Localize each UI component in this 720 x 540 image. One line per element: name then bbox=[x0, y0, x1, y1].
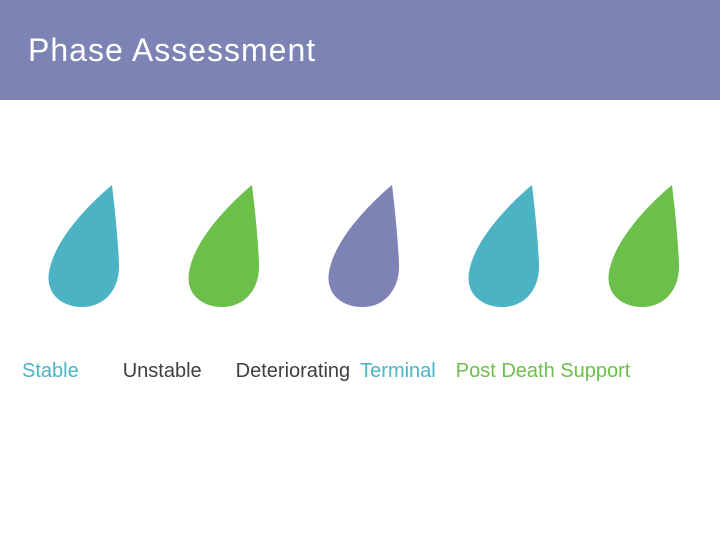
phase-label-terminal: Terminal bbox=[360, 360, 436, 383]
page-title: Phase Assessment bbox=[0, 32, 316, 69]
phase-label-post-death: Post Death Support bbox=[456, 360, 631, 383]
phase-label-deteriorating: Deteriorating bbox=[236, 360, 351, 383]
phase-label-stable: Stable bbox=[22, 360, 79, 383]
drop-icon-terminal bbox=[460, 180, 545, 310]
drop-icon-stable bbox=[40, 180, 125, 310]
phase-labels-row: Stable Unstable Deteriorating Terminal P… bbox=[0, 360, 720, 383]
phase-drops-row bbox=[0, 180, 720, 310]
drop-icon-deteriorating bbox=[320, 180, 405, 310]
drop-icon-unstable bbox=[180, 180, 265, 310]
drop-icon-post-death bbox=[600, 180, 685, 310]
content-area: Stable Unstable Deteriorating Terminal P… bbox=[0, 100, 720, 540]
phase-label-unstable: Unstable bbox=[123, 360, 202, 383]
header-bar: Phase Assessment bbox=[0, 0, 720, 100]
